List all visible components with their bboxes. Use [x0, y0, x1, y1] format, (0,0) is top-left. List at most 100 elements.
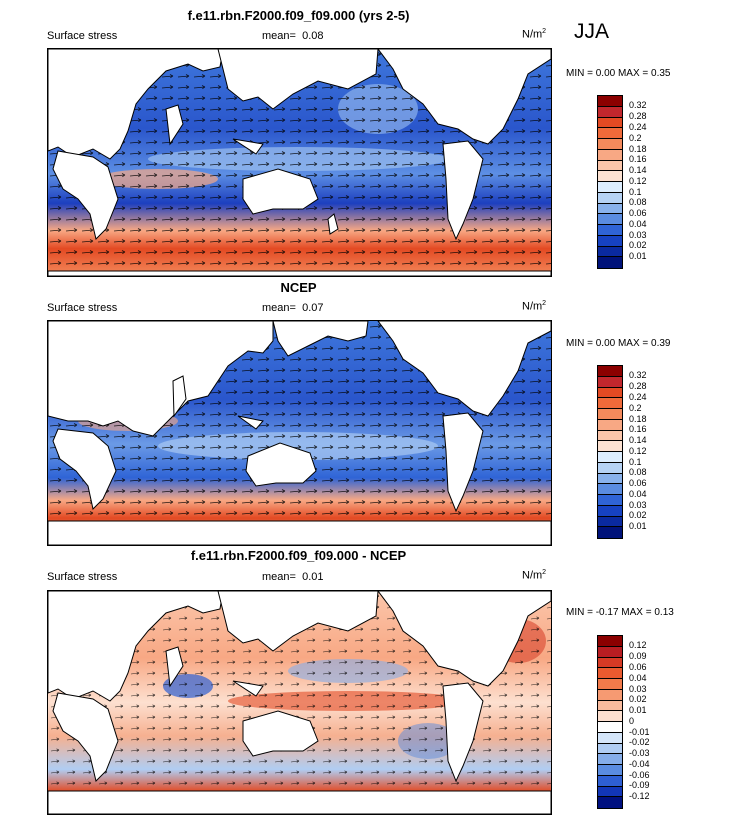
colorbar-tick-label: 0.24 — [629, 122, 647, 132]
colorbar-tick-label: -0.09 — [629, 780, 650, 790]
colorbar-tick-label: 0.12 — [629, 176, 647, 186]
panel2-title: NCEP — [280, 280, 317, 295]
colorbar-segment — [598, 387, 622, 399]
panel3-title: f.e11.rbn.F2000.f09_f09.000 - NCEP — [190, 548, 407, 563]
colorbar-segment — [598, 106, 622, 118]
colorbar-tick-label: 0.04 — [629, 673, 647, 683]
colorbar-tick-label: 0.14 — [629, 435, 647, 445]
colorbar-segment — [598, 689, 622, 701]
colorbar-segment — [598, 775, 622, 787]
panel1-title: f.e11.rbn.F2000.f09_f09.000 (yrs 2-5) — [187, 8, 410, 23]
colorbar-segment — [598, 462, 622, 474]
panel3-mean-label: mean= 0.01 — [262, 571, 324, 583]
colorbar-segment — [598, 430, 622, 442]
colorbar-segment — [598, 473, 622, 485]
colorbar-segment — [598, 214, 622, 225]
colorbar-segment — [598, 797, 622, 808]
colorbar-segment — [598, 700, 622, 712]
colorbar-segment — [598, 225, 622, 236]
colorbar-tick-label: 0.04 — [629, 489, 647, 499]
panel2-colorbar — [597, 365, 623, 539]
panel2-map — [47, 320, 552, 546]
colorbar-tick-label: 0.18 — [629, 414, 647, 424]
colorbar-tick-label: 0.2 — [629, 403, 642, 413]
colorbar-tick-label: 0.06 — [629, 478, 647, 488]
colorbar-segment — [598, 484, 622, 495]
colorbar-tick-label: 0.16 — [629, 424, 647, 434]
panel3-minmax: MIN = -0.17 MAX = 0.13 — [566, 607, 674, 618]
colorbar-segment — [598, 203, 622, 215]
colorbar-tick-label: 0.03 — [629, 500, 647, 510]
colorbar-segment — [598, 246, 622, 258]
colorbar-tick-label: 0.02 — [629, 694, 647, 704]
season-label: JJA — [574, 20, 610, 43]
colorbar-segment — [598, 505, 622, 517]
panel1-map — [47, 48, 552, 277]
colorbar-segment — [598, 516, 622, 528]
panel2-variable-label: Surface stress — [47, 302, 118, 314]
colorbar-segment — [598, 235, 622, 247]
panel1-units: N/m2 — [522, 28, 547, 41]
colorbar-tick-label: 0.01 — [629, 705, 647, 715]
colorbar-segment — [598, 160, 622, 172]
colorbar-tick-label: 0.28 — [629, 381, 647, 391]
colorbar-segment — [598, 646, 622, 658]
colorbar-tick-label: 0.24 — [629, 392, 647, 402]
colorbar-segment — [598, 722, 622, 733]
colorbar-segment — [598, 668, 622, 679]
panel3-variable-label: Surface stress — [47, 571, 118, 583]
colorbar-tick-label: -0.04 — [629, 759, 650, 769]
colorbar-segment — [598, 679, 622, 690]
colorbar-tick-label: 0.06 — [629, 208, 647, 218]
colorbar-segment — [598, 182, 622, 193]
colorbar-tick-label: 0.06 — [629, 662, 647, 672]
colorbar-segment — [598, 527, 622, 538]
colorbar-tick-label: 0.12 — [629, 446, 647, 456]
colorbar-tick-label: -0.02 — [629, 737, 650, 747]
colorbar-segment — [598, 376, 622, 388]
colorbar-tick-label: 0.03 — [629, 230, 647, 240]
colorbar-tick-label: 0.32 — [629, 100, 647, 110]
colorbar-segment — [598, 452, 622, 463]
colorbar-segment — [598, 128, 622, 139]
colorbar-tick-label: 0.14 — [629, 165, 647, 175]
colorbar-tick-label: 0.32 — [629, 370, 647, 380]
panel2-mean-label: mean= 0.07 — [262, 302, 324, 314]
colorbar-segment — [598, 636, 622, 647]
colorbar-tick-label: 0.1 — [629, 187, 642, 197]
panel1-mean-label: mean= 0.08 — [262, 30, 324, 42]
colorbar-segment — [598, 171, 622, 182]
colorbar-tick-label: 0.01 — [629, 521, 647, 531]
panel1-variable-label: Surface stress — [47, 30, 118, 42]
colorbar-tick-label: 0.08 — [629, 197, 647, 207]
colorbar-segment — [598, 192, 622, 204]
colorbar-segment — [598, 732, 622, 744]
colorbar-segment — [598, 398, 622, 409]
colorbar-segment — [598, 149, 622, 161]
colorbar-segment — [598, 743, 622, 755]
panel2-units: N/m2 — [522, 300, 547, 313]
colorbar-tick-label: 0 — [629, 716, 635, 726]
colorbar-tick-label: 0.18 — [629, 144, 647, 154]
colorbar-segment — [598, 257, 622, 268]
colorbar-tick-label: 0.01 — [629, 251, 647, 261]
colorbar-tick-label: 0.2 — [629, 133, 642, 143]
colorbar-segment — [598, 657, 622, 669]
colorbar-tick-label: -0.01 — [629, 727, 650, 737]
colorbar-segment — [598, 366, 622, 377]
colorbar-segment — [598, 441, 622, 452]
colorbar-segment — [598, 409, 622, 420]
colorbar-tick-label: 0.16 — [629, 154, 647, 164]
colorbar-segment — [598, 495, 622, 506]
colorbar-segment — [598, 754, 622, 765]
colorbar-tick-label: 0.03 — [629, 684, 647, 694]
panel3-units: N/m2 — [522, 569, 547, 582]
colorbar-tick-label: 0.12 — [629, 640, 647, 650]
colorbar-segment — [598, 96, 622, 107]
colorbar-tick-label: 0.04 — [629, 219, 647, 229]
colorbar-segment — [598, 786, 622, 798]
colorbar-tick-label: 0.1 — [629, 457, 642, 467]
colorbar-segment — [598, 117, 622, 129]
colorbar-tick-label: 0.09 — [629, 651, 647, 661]
colorbar-segment — [598, 139, 622, 150]
